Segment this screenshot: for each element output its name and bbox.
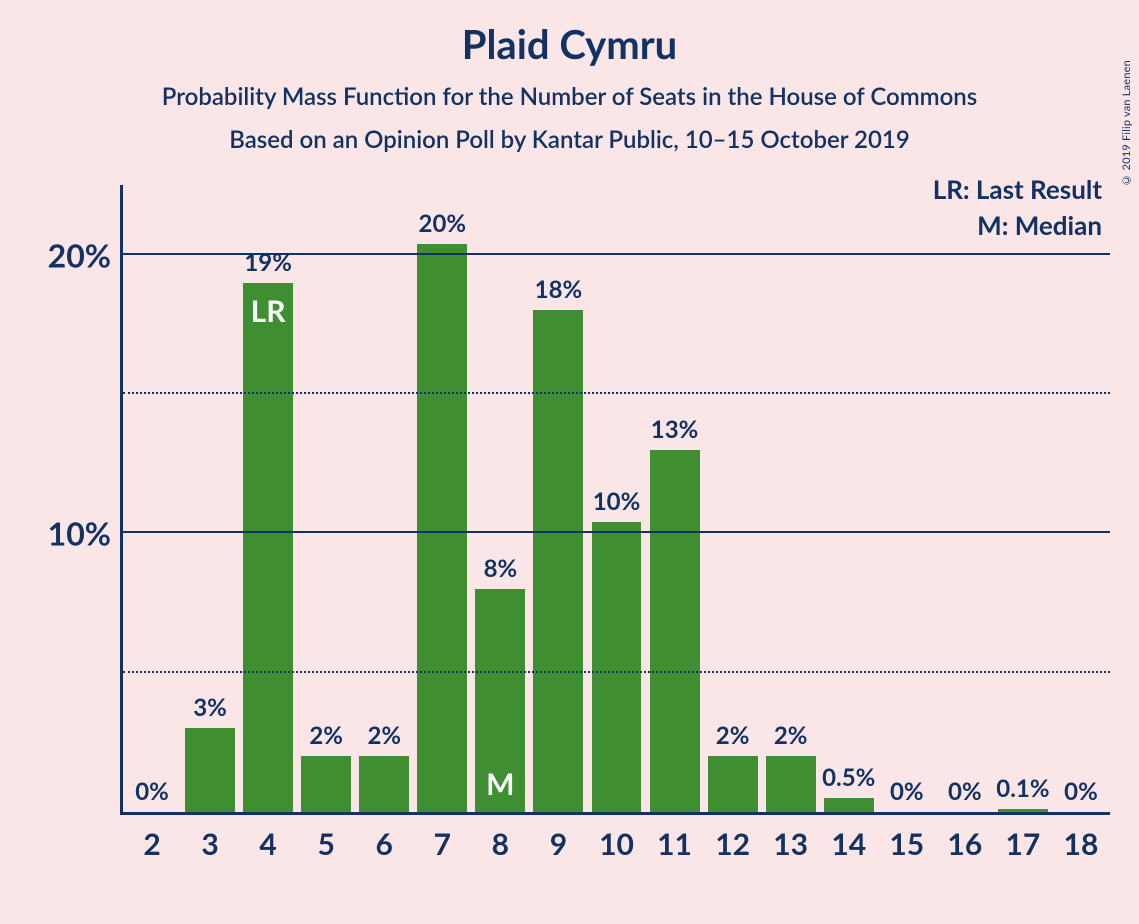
x-tick-label: 18 bbox=[1064, 826, 1099, 862]
bar: 3% bbox=[185, 728, 235, 812]
bar-group: 2%12 bbox=[708, 185, 758, 812]
x-tick-label: 4 bbox=[259, 826, 276, 862]
bar-group: 18%9 bbox=[533, 185, 583, 812]
bar: 10% bbox=[592, 522, 642, 812]
bar-marker: LR bbox=[251, 293, 286, 329]
x-tick-label: 16 bbox=[947, 826, 982, 862]
bar-value-label: 2% bbox=[716, 721, 750, 750]
bar-group: 0%15 bbox=[882, 185, 932, 812]
x-tick-label: 6 bbox=[376, 826, 393, 862]
x-tick-label: 9 bbox=[550, 826, 567, 862]
bar-value-label: 10% bbox=[593, 487, 641, 516]
gridline bbox=[123, 392, 1110, 394]
bar-value-label: 13% bbox=[651, 415, 699, 444]
x-tick-label: 13 bbox=[773, 826, 808, 862]
bar-value-label: 8% bbox=[484, 554, 518, 583]
x-tick-label: 8 bbox=[492, 826, 509, 862]
title-block: Plaid Cymru Probability Mass Function fo… bbox=[0, 0, 1139, 154]
gridline bbox=[123, 531, 1110, 533]
bar-value-label: 3% bbox=[193, 693, 227, 722]
x-tick-label: 11 bbox=[657, 826, 692, 862]
bar-group: 2%6 bbox=[359, 185, 409, 812]
x-tick-label: 17 bbox=[1005, 826, 1040, 862]
bar-group: 19%LR4 bbox=[243, 185, 293, 812]
chart-subtitle-1: Probability Mass Function for the Number… bbox=[0, 82, 1139, 111]
bar-value-label: 20% bbox=[419, 209, 467, 238]
bar-group: 2%5 bbox=[301, 185, 351, 812]
chart-subtitle-2: Based on an Opinion Poll by Kantar Publi… bbox=[0, 125, 1139, 154]
gridline bbox=[123, 671, 1110, 673]
bar-group: 3%3 bbox=[185, 185, 235, 812]
bar: 2% bbox=[301, 756, 351, 812]
bar-value-label: 0% bbox=[1064, 777, 1098, 806]
bar-value-label: 2% bbox=[774, 721, 808, 750]
bar: 8%M bbox=[475, 589, 525, 812]
bar-value-label: 0% bbox=[890, 777, 924, 806]
bar-group: 13%11 bbox=[650, 185, 700, 812]
bar-group: 10%10 bbox=[592, 185, 642, 812]
bar: 20% bbox=[417, 244, 467, 812]
bar-value-label: 0.1% bbox=[996, 774, 1049, 803]
bar: 2% bbox=[766, 756, 816, 812]
bar-group: 0%16 bbox=[940, 185, 990, 812]
bars-container: 0%23%319%LR42%52%620%78%M818%910%1013%11… bbox=[123, 185, 1110, 812]
bar-marker: M bbox=[486, 766, 514, 802]
chart-root: © 2019 Filip van Laenen Plaid Cymru Prob… bbox=[0, 0, 1139, 924]
bar-group: 8%M8 bbox=[475, 185, 525, 812]
bar: 2% bbox=[359, 756, 409, 812]
chart-title: Plaid Cymru bbox=[0, 20, 1139, 68]
bar: 13% bbox=[650, 450, 700, 812]
bar-group: 2%13 bbox=[766, 185, 816, 812]
x-tick-label: 3 bbox=[201, 826, 218, 862]
bar-value-label: 2% bbox=[309, 721, 343, 750]
copyright-text: © 2019 Filip van Laenen bbox=[1120, 60, 1133, 187]
y-tick-label: 10% bbox=[48, 514, 111, 553]
bar-group: 20%7 bbox=[417, 185, 467, 812]
bar: 2% bbox=[708, 756, 758, 812]
bar: 0.5% bbox=[824, 798, 874, 812]
bar: 0.1% bbox=[998, 809, 1048, 812]
x-tick-label: 12 bbox=[715, 826, 750, 862]
bar-value-label: 0% bbox=[948, 777, 982, 806]
bar-value-label: 2% bbox=[367, 721, 401, 750]
bar-group: 0%18 bbox=[1056, 185, 1106, 812]
plot-area: LR: Last Result M: Median 0%23%319%LR42%… bbox=[120, 185, 1110, 815]
gridline bbox=[123, 253, 1110, 255]
y-tick-label: 20% bbox=[48, 235, 111, 274]
bar-group: 0.1%17 bbox=[998, 185, 1048, 812]
bar-value-label: 0.5% bbox=[822, 763, 875, 792]
x-tick-label: 2 bbox=[143, 826, 160, 862]
x-tick-label: 10 bbox=[599, 826, 634, 862]
x-tick-label: 5 bbox=[317, 826, 334, 862]
bar: 19%LR bbox=[243, 283, 293, 812]
bar: 18% bbox=[533, 310, 583, 812]
x-tick-label: 14 bbox=[831, 826, 866, 862]
bar-group: 0.5%14 bbox=[824, 185, 874, 812]
bar-group: 0%2 bbox=[127, 185, 177, 812]
x-tick-label: 7 bbox=[434, 826, 451, 862]
bar-value-label: 18% bbox=[535, 275, 583, 304]
x-tick-label: 15 bbox=[889, 826, 924, 862]
bar-value-label: 0% bbox=[135, 777, 169, 806]
